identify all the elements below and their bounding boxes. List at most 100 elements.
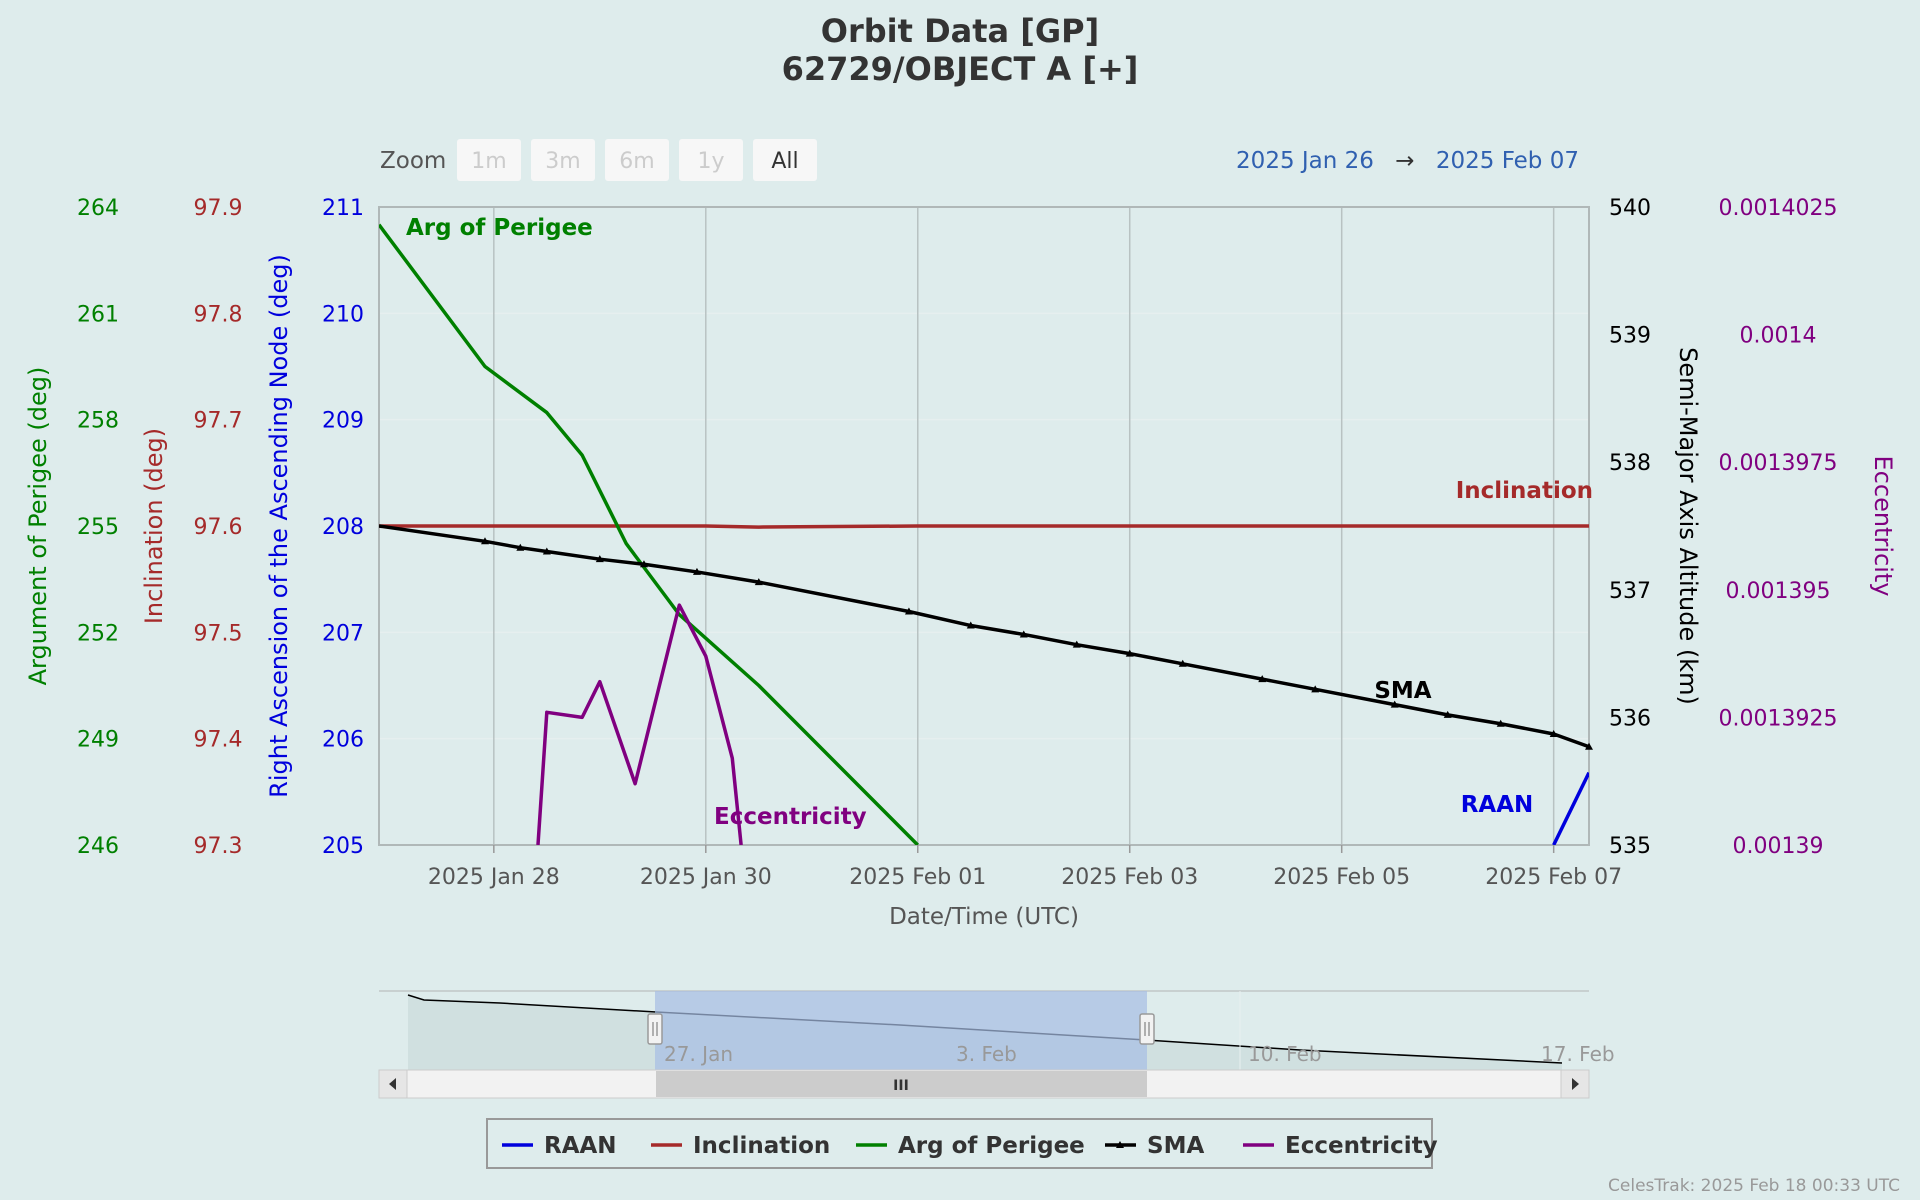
x-axis-title: Date/Time (UTC): [889, 904, 1079, 930]
scroll-left-button[interactable]: [378, 1069, 408, 1099]
sma-marker: [1019, 630, 1028, 638]
raan-axis-tick: 205: [322, 834, 364, 859]
range-to: 2025 Feb 07: [1436, 148, 1579, 174]
legend-item-eccentricity[interactable]: Eccentricity: [1243, 1133, 1438, 1159]
legend-item-inclination[interactable]: Inclination: [651, 1133, 830, 1159]
navigator-handle-right[interactable]: [1139, 1013, 1155, 1045]
series-label-arg-of-perigee: Arg of Perigee: [406, 215, 593, 241]
zoom-button-label: 1y: [697, 149, 724, 174]
inc-axis-tick: 97.7: [194, 409, 243, 434]
range-display: 2025 Jan 26 → 2025 Feb 07: [1236, 148, 1579, 174]
series-label-raan: RAAN: [1461, 792, 1534, 818]
zoom-button-label: 3m: [545, 149, 580, 174]
series-line-inclination: [379, 524, 1589, 529]
argp-axis-tick: 252: [77, 621, 119, 646]
scrollbar-grip: III: [893, 1078, 909, 1094]
sma-marker: [1549, 729, 1558, 737]
sma-marker: [1072, 640, 1081, 648]
legend-item-sma[interactable]: SMA: [1105, 1133, 1204, 1159]
scroll-right-button[interactable]: [1560, 1069, 1590, 1099]
ecc-axis-tick: 0.00139: [1733, 834, 1824, 859]
sma-marker: [904, 607, 913, 615]
sma-marker: [1125, 649, 1134, 657]
argp-axis-tick: 246: [77, 834, 119, 859]
sma-marker: [1585, 742, 1593, 750]
navigator-selection[interactable]: [655, 991, 1147, 1071]
navigator-date-label: 3. Feb: [956, 1042, 1017, 1066]
series-label-inclination: Inclination: [1456, 478, 1593, 504]
argp-axis-tick: 264: [77, 196, 119, 221]
series-labels: Arg of Perigee Inclination SMA RAAN Eccentri…: [406, 215, 1593, 830]
zoom-button-All[interactable]: All: [753, 139, 817, 181]
legend-label: Eccentricity: [1285, 1133, 1438, 1159]
navigator-date-label: 10. Feb: [1248, 1042, 1322, 1066]
legend-marker: [1116, 1141, 1124, 1148]
argp-axis-tick: 258: [77, 409, 119, 434]
zoom-button-group: 1m 3m 6m 1y All: [457, 139, 817, 181]
range-arrow: →: [1395, 148, 1414, 174]
sma-axis-tick: 535: [1609, 834, 1651, 859]
x-axis-tick: 2025 Jan 30: [640, 865, 772, 890]
inc-axis-tick: 97.6: [194, 515, 243, 540]
zoom-button-1m[interactable]: 1m: [457, 139, 521, 181]
sma-marker: [1390, 700, 1399, 708]
ecc-axis-tick: 0.0013975: [1719, 451, 1838, 476]
sma-marker: [754, 578, 763, 586]
raan-axis-title: Right Ascension of the Ascending Node (d…: [265, 254, 293, 798]
sma-marker: [1311, 685, 1320, 693]
range-from: 2025 Jan 26: [1236, 148, 1374, 174]
sma-axis-tick: 539: [1609, 324, 1651, 349]
zoom-button-3m[interactable]: 3m: [531, 139, 595, 181]
ecc-axis-tick: 0.0013925: [1719, 706, 1838, 731]
x-axis-tick: 2025 Jan 28: [428, 865, 560, 890]
sma-axis-tick: 540: [1609, 196, 1651, 221]
sma-axis-title: Semi-Major Axis Altitude (km): [1674, 347, 1702, 705]
legend-item-arg-of-perigee[interactable]: Arg of Perigee: [856, 1133, 1085, 1159]
sma-marker: [1258, 675, 1267, 683]
legend-item-raan[interactable]: RAAN: [502, 1133, 617, 1159]
zoom-button-label: 6m: [619, 149, 654, 174]
sma-marker: [1496, 719, 1505, 727]
sma-marker: [966, 621, 975, 629]
inc-axis-tick: 97.4: [194, 728, 243, 753]
x-axis-tick: 2025 Feb 07: [1485, 865, 1622, 890]
sma-marker: [480, 537, 489, 545]
x-axis-tick: 2025 Feb 01: [849, 865, 986, 890]
raan-axis-tick: 211: [322, 196, 364, 221]
navigator-date-label: 17. Feb: [1541, 1042, 1615, 1066]
ecc-axis-tick: 0.0014025: [1719, 196, 1838, 221]
legend-box: [486, 1118, 1433, 1169]
axes: 264 261 258 255 252 249 246 Argument of Perigee…: [24, 196, 1897, 890]
scrollbar-thumb[interactable]: [656, 1071, 1147, 1097]
zoom-button-6m[interactable]: 6m: [605, 139, 669, 181]
inc-axis-tick: 97.5: [194, 621, 243, 646]
x-axis-tick: 2025 Feb 05: [1273, 865, 1410, 890]
series-line-arg-of-perigee: [379, 223, 919, 845]
series-line-eccentricity: [536, 603, 743, 845]
sma-marker: [595, 555, 604, 563]
arrow-left-icon: [389, 1078, 396, 1090]
arrow-right-icon: [1572, 1078, 1579, 1090]
raan-axis-tick: 210: [322, 302, 364, 327]
series-lines: [379, 223, 1593, 845]
zoom-label: Zoom: [380, 148, 446, 174]
inc-axis-tick: 97.9: [194, 196, 243, 221]
plot-area: Arg of Perigee Inclination SMA RAAN Eccentri…: [378, 206, 1593, 846]
navigator[interactable]: 27. Jan 3. Feb 10. Feb 17. Feb III: [378, 990, 1615, 1099]
chart-title: Orbit Data [GP]: [821, 12, 1099, 50]
legend-label: RAAN: [544, 1133, 617, 1159]
chart-subtitle: 62729/OBJECT A [+]: [782, 50, 1139, 88]
navigator-handle-left[interactable]: [647, 1013, 663, 1045]
sma-marker: [692, 567, 701, 575]
raan-axis-tick: 209: [322, 409, 364, 434]
argp-axis-tick: 255: [77, 515, 119, 540]
zoom-button-1y[interactable]: 1y: [679, 139, 743, 181]
legend-label: Inclination: [693, 1133, 830, 1159]
series-label-eccentricity: Eccentricity: [714, 804, 867, 830]
sma-axis-tick: 537: [1609, 579, 1651, 604]
ecc-axis-tick: 0.001395: [1726, 579, 1831, 604]
inc-axis-tick: 97.3: [194, 834, 243, 859]
zoom-button-label: All: [771, 149, 798, 174]
credit-text: CelesTrak: 2025 Feb 18 00:33 UTC: [1608, 1176, 1900, 1196]
argp-axis-tick: 249: [77, 728, 119, 753]
